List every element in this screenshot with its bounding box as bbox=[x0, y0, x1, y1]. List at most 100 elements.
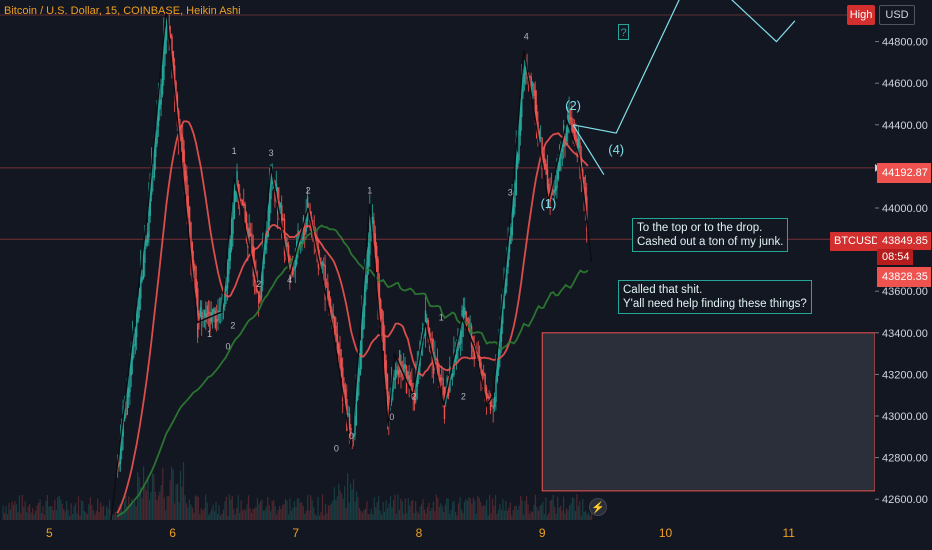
volume-bar bbox=[261, 499, 263, 520]
candle-body bbox=[529, 75, 531, 78]
candle-body bbox=[320, 261, 322, 269]
candle-body bbox=[447, 387, 450, 396]
volume-bar bbox=[551, 499, 553, 520]
volume-bar bbox=[246, 504, 248, 520]
volume-bar bbox=[42, 506, 44, 520]
volume-bar bbox=[447, 498, 449, 520]
candle-body bbox=[457, 333, 459, 352]
candle-body bbox=[454, 355, 457, 363]
candle-body bbox=[186, 175, 188, 217]
volume-bar bbox=[386, 508, 389, 520]
volume-bar bbox=[418, 513, 420, 520]
note-top-or-drop[interactable]: To the top or to the drop. Cashed out a … bbox=[632, 218, 789, 252]
volume-bar bbox=[477, 495, 479, 520]
candle-body bbox=[136, 306, 138, 338]
candle-body bbox=[465, 311, 467, 328]
volume-bar bbox=[478, 497, 480, 520]
volume-bar bbox=[459, 497, 461, 520]
candle-body bbox=[461, 309, 463, 338]
volume-bar bbox=[384, 511, 386, 520]
candle-body bbox=[233, 184, 236, 220]
volume-bar bbox=[560, 505, 562, 520]
candle-body bbox=[347, 413, 349, 415]
volume-bar bbox=[82, 501, 84, 520]
volume-bar bbox=[416, 511, 418, 520]
candle-body bbox=[411, 383, 413, 396]
volume-bar bbox=[77, 496, 80, 520]
volume-bar bbox=[23, 506, 25, 520]
volume-bar bbox=[465, 499, 467, 520]
volume-bar bbox=[462, 512, 464, 520]
volume-bar bbox=[175, 484, 177, 520]
volume-bar bbox=[466, 500, 469, 520]
currency-button[interactable]: USD bbox=[879, 5, 915, 25]
volume-bar bbox=[369, 513, 371, 520]
candle-body bbox=[531, 83, 534, 86]
high-button[interactable]: High bbox=[847, 5, 875, 25]
volume-bar bbox=[503, 510, 506, 520]
candle-body bbox=[333, 316, 336, 336]
candle-body bbox=[575, 135, 577, 143]
volume-bar bbox=[298, 498, 300, 520]
volume-bar bbox=[443, 512, 445, 520]
candle-body bbox=[556, 169, 558, 189]
candle-body bbox=[450, 374, 452, 379]
volume-bar bbox=[76, 513, 78, 520]
volume-bar bbox=[301, 502, 303, 520]
candle-body bbox=[537, 121, 539, 141]
price-tick-label: 42800.00 bbox=[882, 453, 928, 465]
candle-body bbox=[339, 349, 341, 368]
volume-bar bbox=[413, 513, 415, 520]
candle-body bbox=[150, 161, 153, 195]
lightning-alert-icon[interactable]: ⚡ bbox=[589, 498, 607, 516]
candle-body bbox=[126, 379, 128, 415]
candle-body bbox=[125, 414, 127, 416]
volume-bar bbox=[197, 496, 199, 520]
candle-body bbox=[133, 344, 135, 348]
candle-body bbox=[357, 363, 359, 401]
candle-body bbox=[362, 304, 364, 331]
volume-bar bbox=[240, 500, 242, 520]
volume-bar bbox=[233, 509, 235, 520]
candle-body bbox=[350, 427, 352, 437]
volume-bar bbox=[168, 496, 170, 520]
candle-body bbox=[305, 210, 307, 232]
question-mark-note[interactable]: ? bbox=[618, 24, 629, 40]
volume-bar bbox=[548, 512, 550, 520]
volume-bar bbox=[107, 508, 109, 520]
candle-body bbox=[484, 374, 486, 401]
volume-bar bbox=[514, 506, 516, 520]
volume-bar bbox=[425, 513, 427, 520]
volume-bar bbox=[481, 506, 483, 520]
time-axis-panel bbox=[0, 520, 932, 550]
candle-body bbox=[258, 287, 260, 304]
volume-bar bbox=[224, 501, 226, 520]
volume-bar bbox=[210, 509, 213, 520]
candle-body bbox=[188, 206, 191, 238]
shaded-box bbox=[541, 332, 876, 492]
volume-bar bbox=[212, 504, 214, 520]
candle-body bbox=[243, 202, 245, 206]
price-tick-label: 43200.00 bbox=[882, 369, 928, 381]
volume-bar bbox=[268, 505, 270, 520]
candle-body bbox=[217, 309, 219, 321]
volume-bar bbox=[116, 515, 118, 520]
volume-bar bbox=[307, 494, 309, 520]
candle-body bbox=[164, 27, 166, 55]
volume-bar bbox=[321, 494, 324, 520]
candle-body bbox=[175, 81, 177, 108]
volume-bar bbox=[489, 494, 491, 520]
candle-body bbox=[582, 169, 584, 185]
volume-bar bbox=[30, 512, 32, 520]
wave-label: (4) bbox=[608, 142, 624, 157]
candle-body bbox=[396, 366, 398, 375]
candle-body bbox=[209, 312, 211, 332]
note-called-it[interactable]: Called that shit. Y'all need help findin… bbox=[618, 280, 812, 314]
volume-bar bbox=[243, 508, 245, 520]
volume-bar bbox=[280, 508, 282, 520]
volume-bar bbox=[147, 477, 149, 520]
volume-bar bbox=[105, 506, 108, 520]
volume-bar bbox=[270, 511, 272, 520]
volume-bar bbox=[505, 501, 507, 520]
